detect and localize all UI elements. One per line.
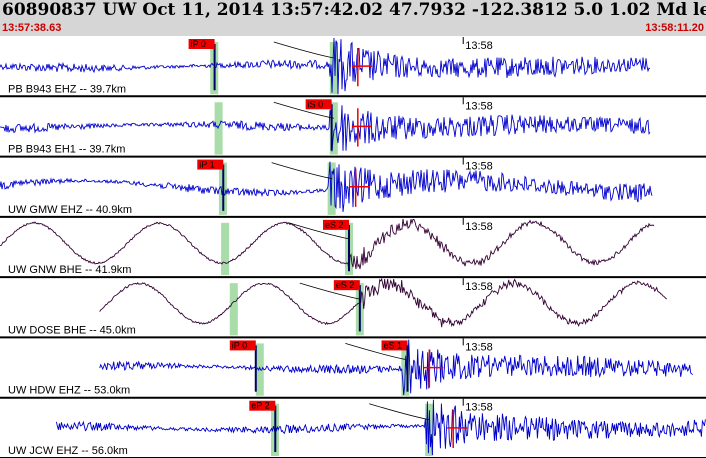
pick-window-1 [214, 102, 223, 155]
s-pick-label-5: eS 1 [384, 340, 403, 350]
onset-window-1 [329, 102, 338, 155]
arrival-curve-2 [271, 162, 332, 179]
time-tick-label-1: 13:58 [465, 100, 493, 112]
trace-4 [99, 277, 667, 328]
pick-label-1: iS 0 [308, 99, 324, 109]
pick-label-bg-1 [305, 99, 332, 110]
s-pick-label-bg-5 [381, 340, 408, 351]
trace-5 [99, 339, 693, 396]
arrival-curve-0 [273, 41, 334, 59]
pick-label-bg-2 [197, 159, 224, 170]
time-start-label: 13:57:38.63 [2, 22, 62, 34]
onset-window-0 [329, 42, 338, 95]
time-tick-label-2: 13:58 [465, 161, 493, 173]
pick-label-0: iP 0 [191, 39, 206, 49]
event-header: 60890837 UW Oct 11, 2014 13:57:42.02 47.… [0, 0, 706, 36]
station-label-4: UW DOSE BHE -- 45.0km [8, 324, 136, 336]
pick-label-bg-0 [188, 39, 215, 49]
arrival-curve-1 [273, 101, 334, 119]
pick-label-bg-6 [249, 400, 276, 411]
pick-label-3: eS 2 [325, 220, 344, 230]
time-end-label: 13:58:11.20 [645, 22, 704, 34]
station-label-1: PB B943 EH1 -- 39.7km [8, 144, 125, 156]
pick-label-5: iP 0 [232, 340, 247, 350]
seismogram-plot: iP 0 13:58 PB B943 EHZ -- 39.7km iS 0 13:58 P… [0, 37, 706, 458]
pick-label-bg-3 [322, 219, 349, 230]
time-tick-label-5: 13:58 [465, 341, 493, 353]
arrival-curve-3 [288, 222, 350, 240]
station-label-2: UW GMW EHZ -- 40.9km [8, 204, 132, 216]
station-label-6: UW JCW EHZ -- 56.0km [8, 445, 128, 457]
trace-6 [55, 399, 706, 456]
arrival-curve-5 [345, 343, 406, 360]
arrival-curve-4 [299, 282, 360, 300]
event-title: 60890837 UW Oct 11, 2014 13:57:42.02 47.… [2, 0, 706, 20]
pick-label-4: eS 2 [336, 280, 355, 290]
pick-label-bg-5 [229, 340, 256, 351]
pick-label-2: iP 1 [199, 160, 214, 170]
pick-window-5 [255, 343, 264, 396]
pick-window-3 [221, 222, 230, 276]
station-label-3: UW GNW BHE -- 41.9km [8, 264, 131, 276]
trace-1 [0, 105, 651, 152]
time-tick-label-6: 13:58 [465, 402, 493, 414]
station-label-5: UW HDW EHZ -- 53.0km [8, 385, 130, 397]
pick-window-4 [229, 283, 238, 336]
pick-label-6: eP 2 [251, 401, 269, 411]
pick-label-bg-4 [333, 280, 360, 291]
trace-0 [0, 37, 651, 95]
time-tick-label-0: 13:58 [465, 40, 493, 52]
time-tick-label-3: 13:58 [465, 221, 493, 233]
time-tick-label-4: 13:58 [465, 281, 493, 293]
trace-3 [0, 218, 655, 272]
arrival-curve-6 [369, 403, 430, 421]
station-label-0: PB B943 EHZ -- 39.7km [8, 83, 126, 95]
trace-2 [0, 161, 653, 213]
